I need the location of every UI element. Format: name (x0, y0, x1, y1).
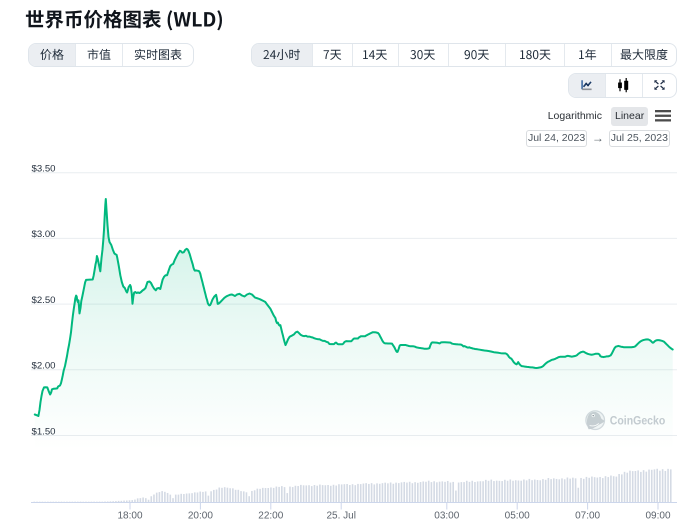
svg-text:$2.50: $2.50 (31, 295, 55, 306)
svg-text:18:00: 18:00 (117, 511, 142, 522)
svg-text:22:00: 22:00 (258, 511, 283, 522)
svg-text:07:00: 07:00 (575, 511, 600, 522)
svg-text:$3.50: $3.50 (31, 164, 55, 175)
svg-text:$3.00: $3.00 (31, 229, 55, 240)
svg-text:25. Jul: 25. Jul (326, 511, 355, 522)
svg-text:$2.00: $2.00 (31, 361, 55, 372)
svg-text:05:00: 05:00 (505, 511, 530, 522)
svg-text:20:00: 20:00 (188, 511, 213, 522)
svg-text:03:00: 03:00 (434, 511, 459, 522)
svg-text:$1.50: $1.50 (31, 426, 55, 437)
svg-text:09:00: 09:00 (645, 511, 670, 522)
